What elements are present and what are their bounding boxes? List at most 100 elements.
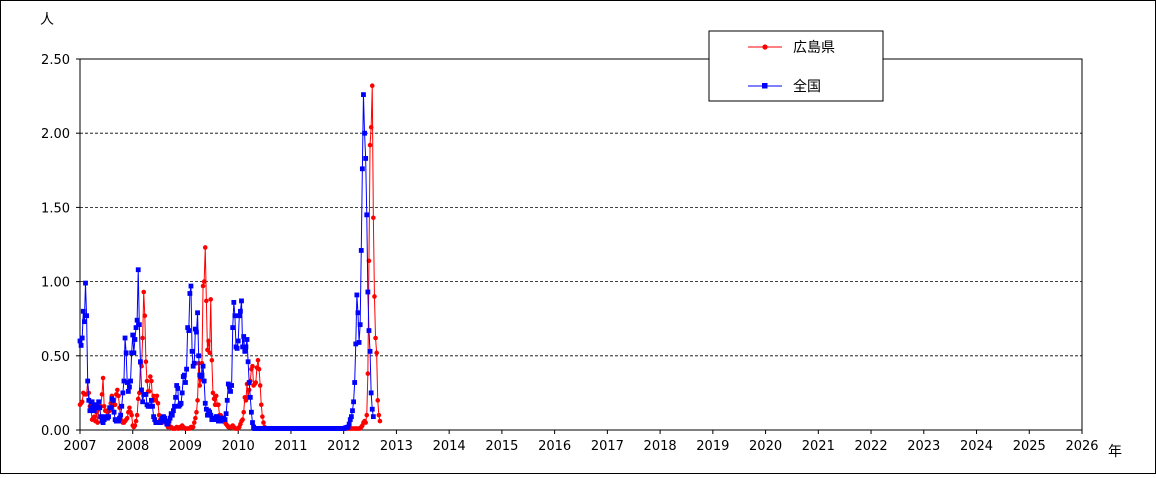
data-point	[191, 420, 197, 425]
data-point	[242, 348, 248, 354]
x-tick-label: 2018	[644, 439, 677, 454]
x-tick-label: 2010	[222, 439, 255, 454]
y-tick-label: 1.00	[41, 276, 70, 291]
data-point	[359, 166, 365, 172]
axis-ticks: 0.00 0.50 1.00 1.50 2.00 2.50 2007 2008 2009 2010…	[41, 53, 1099, 454]
x-tick-label: 2026	[1065, 439, 1098, 454]
data-point	[96, 399, 102, 405]
data-point	[116, 393, 121, 399]
data-point	[181, 372, 187, 378]
data-point	[260, 414, 265, 419]
y-tick-label: 2.00	[41, 127, 70, 142]
data-point	[241, 409, 247, 415]
data-point	[240, 417, 245, 422]
data-point	[121, 378, 127, 384]
data-point	[95, 420, 100, 425]
data-point	[79, 335, 85, 341]
data-point	[229, 383, 235, 388]
data-point	[189, 348, 195, 354]
data-point	[369, 406, 375, 412]
data-point	[351, 399, 356, 405]
data-point	[170, 408, 176, 414]
data-point	[83, 280, 88, 286]
data-point	[111, 409, 117, 415]
data-point	[218, 418, 224, 424]
data-point	[362, 130, 367, 136]
data-point	[135, 396, 141, 402]
data-point	[190, 363, 196, 369]
data-point	[241, 334, 247, 339]
data-point	[230, 325, 236, 331]
data-point	[100, 420, 106, 425]
data-point	[240, 344, 246, 350]
data-point	[128, 378, 133, 384]
x-axis-unit-label: 年	[1108, 444, 1122, 460]
x-tick-label: 2021	[802, 439, 835, 454]
data-point	[152, 417, 158, 423]
data-point	[369, 83, 375, 89]
data-point	[151, 393, 156, 399]
data-point	[223, 411, 229, 417]
data-point	[374, 350, 379, 356]
data-point	[135, 267, 141, 273]
data-point	[100, 375, 106, 381]
data-point	[179, 390, 185, 396]
data-point	[195, 398, 200, 403]
data-point	[190, 424, 196, 430]
data-point	[163, 418, 169, 424]
data-point	[86, 397, 92, 403]
data-point	[125, 389, 131, 394]
x-tick-label: 2009	[169, 439, 202, 454]
data-point	[353, 341, 359, 347]
data-point	[345, 424, 351, 430]
data-point	[188, 283, 194, 289]
legend: 広島県 全国	[708, 30, 884, 102]
data-point	[138, 359, 143, 365]
data-point	[119, 403, 125, 409]
data-point	[172, 403, 177, 409]
data-point	[149, 378, 154, 384]
data-point	[185, 325, 191, 331]
data-point	[246, 387, 252, 393]
plot-area-border	[79, 58, 1083, 431]
data-point	[208, 297, 214, 302]
data-point	[376, 412, 382, 418]
data-point	[355, 310, 361, 316]
x-tick-label: 2025	[1013, 439, 1046, 454]
data-point	[91, 408, 97, 414]
data-point	[346, 421, 352, 427]
data-point	[142, 313, 148, 319]
data-point	[205, 412, 210, 418]
data-point	[210, 390, 216, 396]
y-tick-label: 1.50	[41, 201, 70, 216]
data-point	[200, 283, 206, 289]
data-point	[235, 338, 241, 344]
y-tick-label: 0.50	[41, 350, 70, 365]
data-point	[184, 366, 189, 372]
data-point	[234, 345, 240, 351]
x-tick-label: 2012	[327, 439, 360, 454]
data-point	[131, 350, 137, 356]
data-point	[250, 363, 255, 369]
data-point	[255, 357, 261, 363]
data-point	[187, 291, 193, 296]
data-point	[206, 338, 211, 344]
x-tick-label: 2019	[696, 439, 729, 454]
data-point	[178, 400, 184, 406]
data-point	[130, 332, 136, 338]
data-point	[91, 414, 97, 419]
data-point	[174, 383, 180, 388]
grid-lines	[80, 132, 1082, 357]
data-point	[134, 412, 140, 418]
x-tick-label: 2011	[274, 439, 307, 454]
data-point	[377, 418, 383, 424]
data-point	[87, 408, 93, 414]
x-tick-label: 2013	[380, 439, 413, 454]
data-point	[151, 414, 157, 420]
data-point	[191, 360, 197, 366]
series-national	[77, 92, 376, 431]
data-point	[207, 409, 213, 415]
data-point	[139, 363, 144, 369]
data-point	[357, 322, 363, 328]
data-point	[258, 402, 264, 408]
